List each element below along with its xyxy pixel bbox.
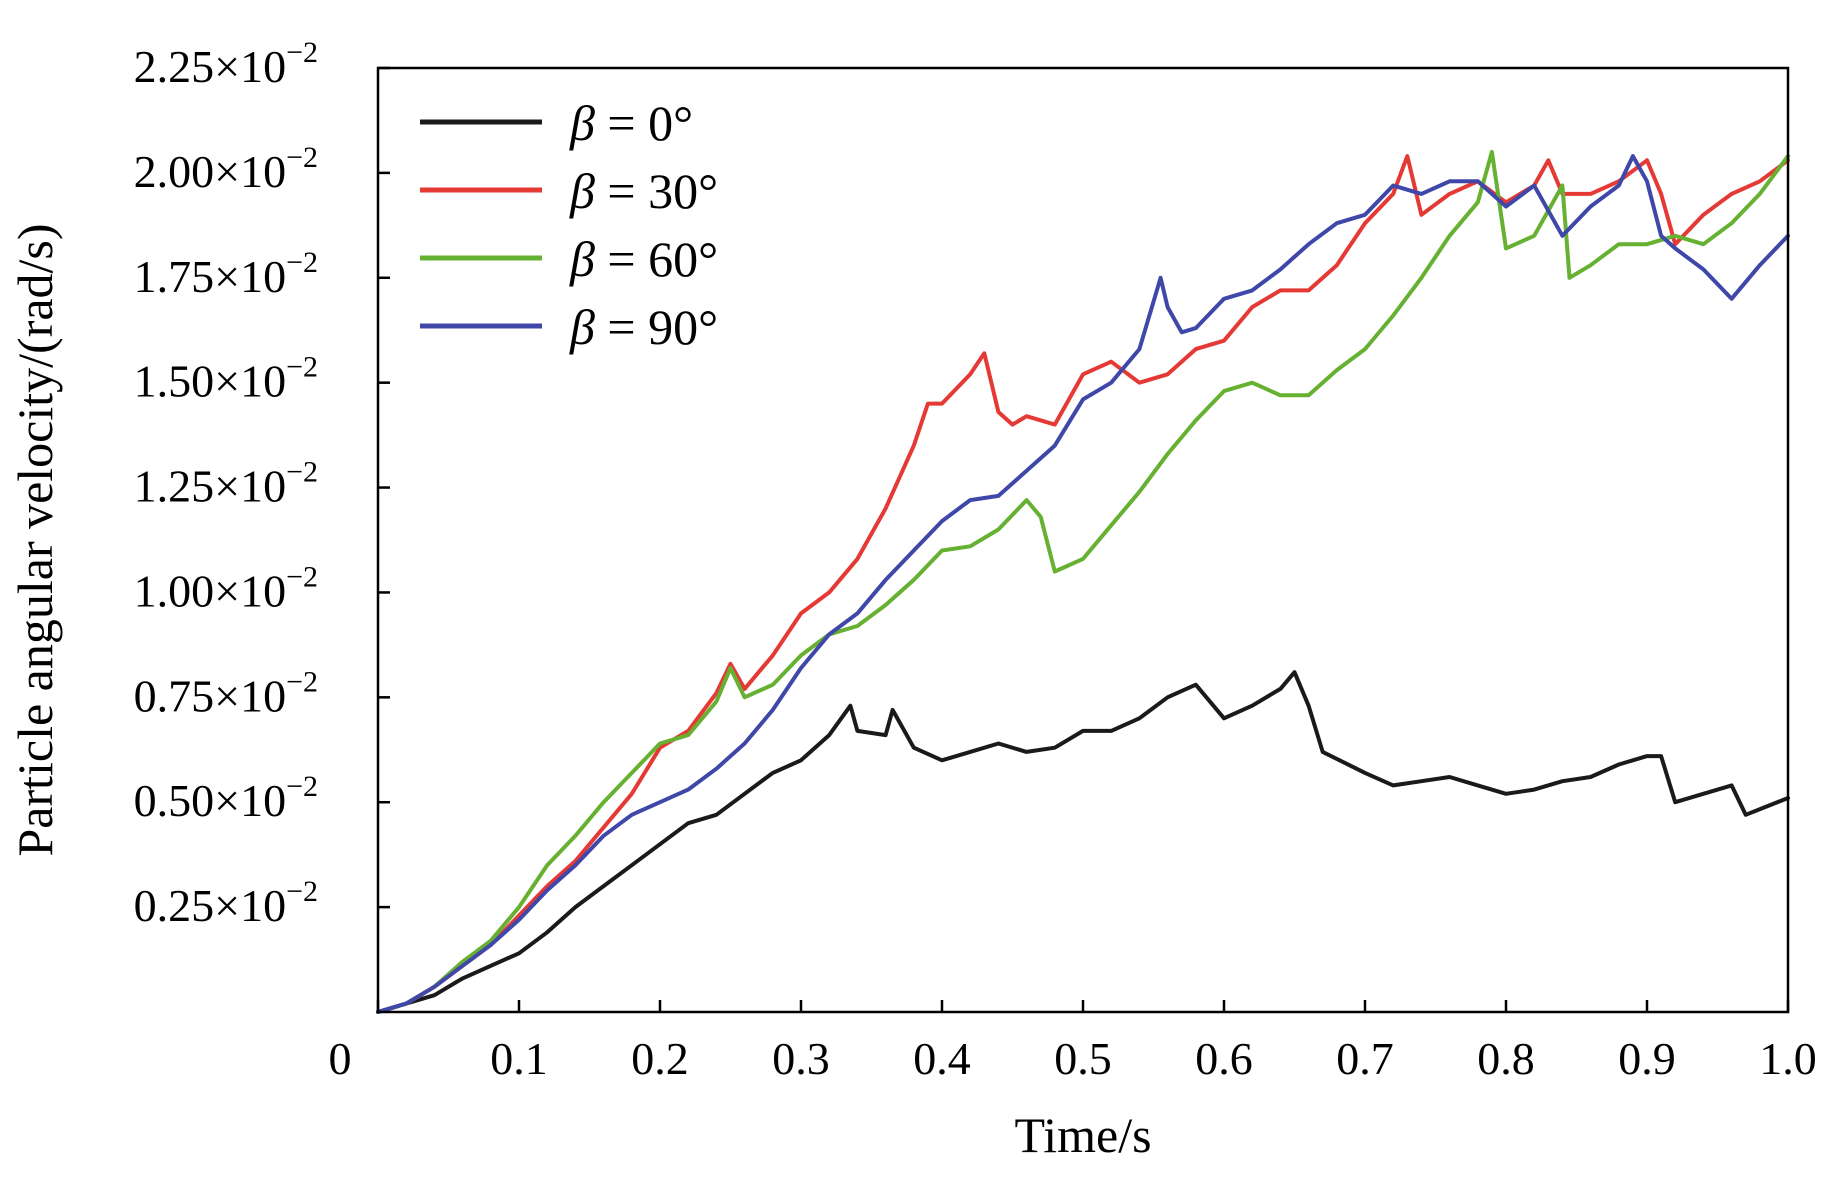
y-tick-label: 1.75×10−2 [134, 246, 318, 302]
x-axis-title: Time/s [1014, 1107, 1151, 1163]
legend-label-0: β = 0° [569, 95, 693, 151]
x-tick-label: 0.7 [1336, 1033, 1394, 1084]
legend-label-2: β = 60° [569, 231, 718, 287]
ticks-layer: 0 0.1 0.2 0.3 0.4 0.5 0.6 0.7 0.8 0.9 1.0 0.25×10−2… [134, 36, 1817, 1084]
series-line-0 [376, 670, 1790, 1014]
y-tick-label: 2.00×10−2 [134, 141, 318, 197]
legend-label-3: β = 90° [569, 299, 718, 355]
x-tick-label: 0.8 [1477, 1033, 1535, 1084]
x-tick-label: 0.2 [631, 1033, 689, 1084]
x-tick-label: 0.6 [1195, 1033, 1253, 1084]
legend: β = 0° β = 30° β = 60° β = 90° [420, 95, 718, 355]
x-tick-label: 0.4 [913, 1033, 971, 1084]
y-tick-label: 1.00×10−2 [134, 560, 318, 616]
series-line-3 [376, 154, 1790, 1014]
x-tick-label: 0 [329, 1033, 352, 1084]
x-tick-label: 0.1 [490, 1033, 548, 1084]
series-line-2 [376, 149, 1790, 1014]
y-tick-label: 1.25×10−2 [134, 456, 318, 512]
x-tick-label: 0.9 [1618, 1033, 1676, 1084]
legend-label-1: β = 30° [569, 163, 718, 219]
x-tick-label: 0.5 [1054, 1033, 1112, 1084]
y-tick-label: 2.25×10−2 [134, 36, 318, 92]
y-tick-label: 0.75×10−2 [134, 665, 318, 721]
x-tick-label: 1.0 [1759, 1033, 1817, 1084]
x-tick-label: 0.3 [772, 1033, 830, 1084]
series-line-1 [376, 154, 1790, 1014]
y-axis-title: Particle angular velocity/(rad/s) [7, 223, 63, 856]
y-tick-label: 0.50×10−2 [134, 770, 318, 826]
y-tick-label: 1.50×10−2 [134, 351, 318, 407]
y-tick-label: 0.25×10−2 [134, 875, 318, 931]
series-layer [376, 149, 1790, 1014]
